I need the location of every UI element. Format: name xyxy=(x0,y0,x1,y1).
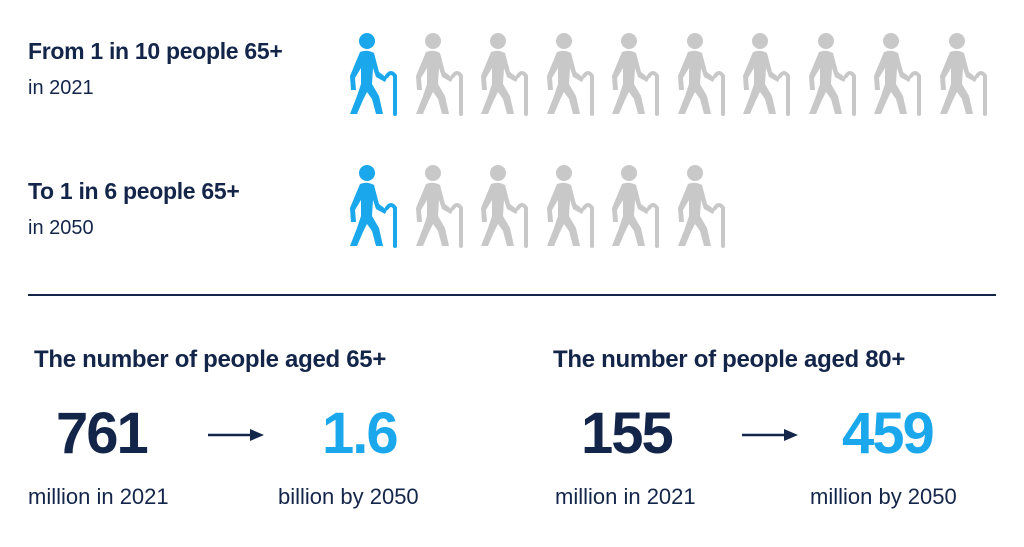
stat-80-from-caption: million in 2021 xyxy=(555,484,696,509)
stat-65-from-caption: million in 2021 xyxy=(28,484,169,509)
person-with-cane-icon xyxy=(540,32,596,116)
stat-65-to-value: 1.6 xyxy=(322,401,399,466)
person-with-cane-icon xyxy=(802,32,858,116)
stat-80-title: The number of people aged 80+ xyxy=(553,346,906,373)
person-with-cane-icon xyxy=(605,164,661,248)
person-with-cane-icon xyxy=(671,32,727,116)
person-with-cane-icon xyxy=(605,32,661,116)
row-2021-headline: From 1 in 10 people 65+ xyxy=(28,38,283,64)
stat-80-to-caption: million by 2050 xyxy=(810,484,957,509)
person-with-cane-icon xyxy=(343,32,399,116)
stat-65-to-caption: billion by 2050 xyxy=(278,484,419,509)
stat-65-from-value: 761 xyxy=(56,401,149,466)
person-with-cane-icon xyxy=(409,32,465,116)
person-with-cane-icon xyxy=(409,164,465,248)
row-2021: From 1 in 10 people 65+ in 2021 xyxy=(0,38,1024,148)
row-2021-subline: in 2021 xyxy=(28,77,94,99)
arrow-right-icon xyxy=(208,429,264,441)
stat-80-to-value: 459 xyxy=(842,401,935,466)
row-2021-label: From 1 in 10 people 65+ in 2021 xyxy=(28,38,283,100)
person-with-cane-icon xyxy=(540,164,596,248)
row-2050: To 1 in 6 people 65+ in 2050 xyxy=(0,178,1024,288)
person-with-cane-icon xyxy=(474,32,530,116)
arrow-right-icon xyxy=(742,429,798,441)
person-with-cane-icon xyxy=(933,32,989,116)
person-with-cane-icon xyxy=(671,164,727,248)
divider xyxy=(28,294,996,296)
person-with-cane-icon xyxy=(736,32,792,116)
person-with-cane-icon xyxy=(867,32,923,116)
person-with-cane-icon xyxy=(474,164,530,248)
row-2050-label: To 1 in 6 people 65+ in 2050 xyxy=(28,178,240,240)
person-with-cane-icon xyxy=(343,164,399,248)
stat-80-from-value: 155 xyxy=(581,401,674,466)
stat-65-title: The number of people aged 65+ xyxy=(34,346,387,373)
row-2050-subline: in 2050 xyxy=(28,217,94,239)
row-2050-headline: To 1 in 6 people 65+ xyxy=(28,178,240,204)
